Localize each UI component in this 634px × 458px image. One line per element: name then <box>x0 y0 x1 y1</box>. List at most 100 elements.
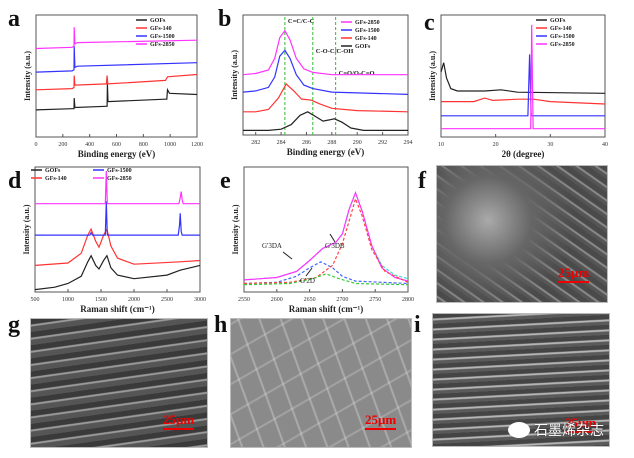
x-tick-label: 30 <box>547 142 553 148</box>
series-line-gofs <box>34 254 201 291</box>
series-line-g-2d <box>243 273 409 286</box>
legend-label: GFs-2850 <box>550 42 575 48</box>
x-tick-label: 500 <box>31 297 40 303</box>
chart-e: 2550 2600 2650 2700 2750 2800 Raman shift (cm⁻… <box>231 166 414 314</box>
x-axis-label: Raman shift (cm⁻¹) <box>80 304 154 314</box>
x-tick-label: 20 <box>493 142 499 148</box>
series-line-gfs-140 <box>243 83 409 113</box>
x-tick-label: 294 <box>404 140 413 146</box>
scale-bar-g: 25μm <box>163 412 195 430</box>
scale-bar-f: 25μm <box>558 265 590 283</box>
x-tick-label: 1500 <box>95 297 107 303</box>
legend-label: GFs-1500 <box>150 34 175 40</box>
x-tick-label: 40 <box>602 142 608 148</box>
x-tick-label: 2600 <box>271 297 283 303</box>
sem-image-h <box>230 318 412 448</box>
legend-label: GOFs <box>550 18 566 24</box>
legend-label: GOFs <box>45 168 61 174</box>
plot-frame <box>34 166 201 293</box>
series-line-g-3da <box>243 261 409 285</box>
chart-a: 0 200 400 600 800 1000 1200 Binding energy (eV)… <box>23 14 203 159</box>
x-tick-label: 2700 <box>336 297 348 303</box>
series-line-gfs-1500 <box>441 54 605 117</box>
x-tick-label: 2650 <box>304 297 316 303</box>
x-tick-label: 282 <box>251 140 260 146</box>
series-line-gfs-140 <box>35 73 198 91</box>
x-tick-label: 400 <box>85 142 94 148</box>
x-axis-label: Binding energy (eV) <box>287 147 365 157</box>
x-tick-label: 3000 <box>194 297 206 303</box>
series-line-measured <box>243 191 409 282</box>
series-line-gfs-2850 <box>242 29 408 76</box>
legend-label: GOFs <box>355 44 371 50</box>
panel-label-h: h <box>214 312 228 338</box>
peak-annotation: C-O-C/C-OH <box>316 48 354 55</box>
series-line-gfs-140 <box>34 227 201 266</box>
x-tick-label: 800 <box>139 142 148 148</box>
series-line-fit <box>243 191 409 281</box>
plot-frame <box>243 166 409 293</box>
legend-label: GFs-1500 <box>107 168 132 174</box>
x-tick-label: 2000 <box>128 297 140 303</box>
y-axis-label: Intensity (a.u.) <box>230 50 239 100</box>
x-tick-label: 2800 <box>402 297 414 303</box>
annotation-arrow <box>282 251 293 260</box>
x-tick-label: 10 <box>438 142 444 148</box>
x-tick-label: 1200 <box>191 142 203 148</box>
x-tick-label: 284 <box>277 140 286 146</box>
x-tick-label: 286 <box>302 140 311 146</box>
peak-annotation: G'3DA <box>262 242 282 250</box>
x-tick-label: 2550 <box>238 297 250 303</box>
x-axis-label: 2θ (degree) <box>502 149 545 159</box>
y-axis-label: Intensity (a.u.) <box>22 204 31 254</box>
series-line-gfs-1500 <box>35 46 198 73</box>
y-axis-label: Intensity (a.u.) <box>23 51 32 101</box>
series-line-gofs <box>440 62 606 94</box>
watermark: 石墨烯杂志 <box>508 420 604 440</box>
x-tick-label: 292 <box>378 140 387 146</box>
series-line-gfs-140 <box>441 97 606 105</box>
panel-label-b: b <box>218 6 232 32</box>
x-tick-label: 2500 <box>161 297 173 303</box>
panel-label-f: f <box>418 168 426 194</box>
annotation-arrow <box>329 233 336 243</box>
annotation-arrow <box>305 267 313 277</box>
x-tick-label: 290 <box>353 140 362 146</box>
sem-image-g <box>30 318 208 448</box>
series-line-gfs-1500 <box>242 49 409 95</box>
legend-label: GFs-1500 <box>355 28 380 34</box>
sem-image-f <box>436 165 608 303</box>
legend-label: GFs-140 <box>45 176 67 182</box>
x-axis-label: Raman shift (cm⁻¹) <box>289 304 363 314</box>
x-tick-label: 1000 <box>62 297 74 303</box>
panel-label-e: e <box>220 168 231 194</box>
series-line-g-3db <box>243 196 409 285</box>
series-line-gfs-2850 <box>35 170 200 205</box>
legend-label: GFs-140 <box>150 26 172 32</box>
panel-label-a: a <box>8 6 20 32</box>
scale-bar-i: 25μm <box>565 415 597 433</box>
y-axis-label: Intensity (a.u.) <box>428 51 437 101</box>
chart-d: 500 1000 1500 2000 2500 3000 Raman shift (cm⁻¹… <box>22 166 206 314</box>
y-axis-label: Intensity (a.u.) <box>231 204 240 254</box>
legend-label: GFs-140 <box>355 36 377 42</box>
legend-label: GOFs <box>150 18 166 24</box>
series-line-gofs <box>243 111 408 131</box>
legend-label: GFs-2850 <box>355 20 380 26</box>
series-line-gfs-2850 <box>441 24 605 130</box>
x-tick-label: 0 <box>35 142 38 148</box>
peak-annotation: C=C/C-C <box>288 18 315 25</box>
panel-label-i: i <box>414 312 421 338</box>
panel-label-d: d <box>8 168 22 194</box>
x-tick-label: 2750 <box>369 297 381 303</box>
legend-label: GFs-1500 <box>550 34 575 40</box>
series-line-gfs-2850 <box>35 27 198 50</box>
chart-b: 282 284 286 288 290 292 294 Binding energy (eV)… <box>230 14 413 157</box>
peak-annotation: G'3DB <box>325 242 345 250</box>
panel-label-g: g <box>8 312 20 338</box>
legend-label: GFs-2850 <box>107 176 132 182</box>
peak-annotation: G'2D <box>300 277 315 285</box>
watermark-text: 石墨烯杂志 <box>534 423 604 439</box>
